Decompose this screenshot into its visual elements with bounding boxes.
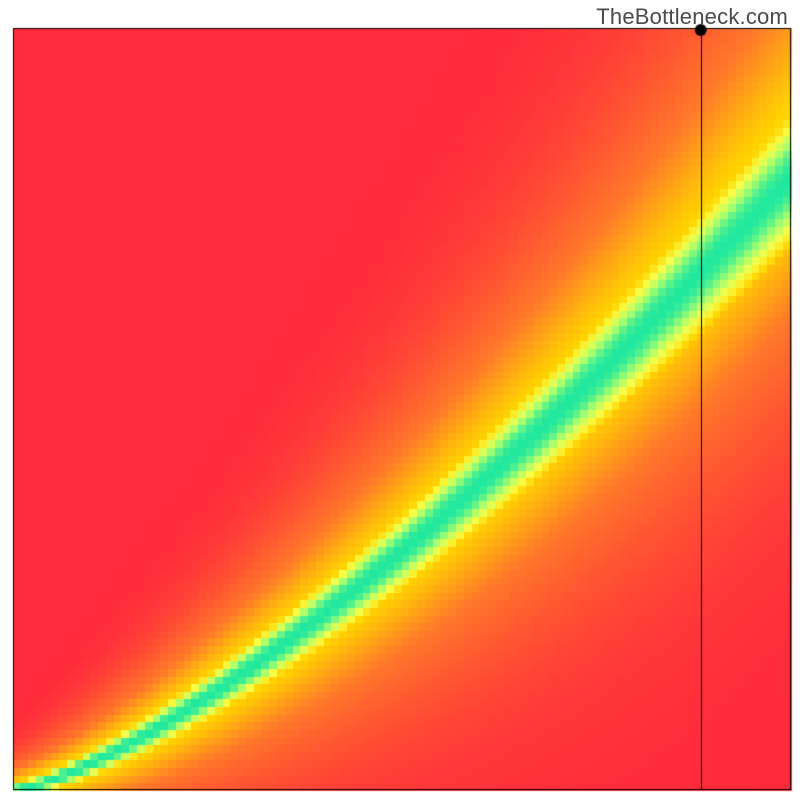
watermark-text: TheBottleneck.com bbox=[596, 4, 788, 30]
chart-container: TheBottleneck.com bbox=[0, 0, 800, 800]
bottleneck-heatmap-canvas bbox=[0, 0, 800, 800]
